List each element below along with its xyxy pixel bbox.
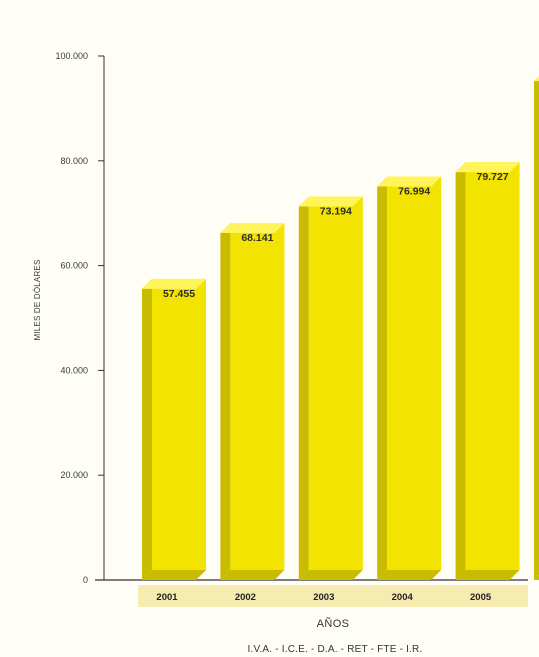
bar-bottom-face <box>455 570 520 580</box>
bar-bottom-face <box>142 570 206 580</box>
y-tick-label: 0 <box>83 575 88 585</box>
category-labels: 200120022003200420052006 <box>156 592 492 603</box>
bars <box>142 76 539 580</box>
bar-side-face <box>377 176 388 580</box>
bar-top-face <box>220 222 285 233</box>
bar-bottom-face <box>220 570 285 580</box>
bar-side-face <box>142 278 152 580</box>
bar-side-face <box>455 162 466 580</box>
y-tick-label: 60.000 <box>60 261 88 271</box>
bar-top-face <box>298 196 363 207</box>
bar-front-face <box>308 196 363 570</box>
category-label: 2002 <box>235 592 256 603</box>
bar-bottom-face <box>298 570 363 580</box>
bar-top-face <box>534 76 539 82</box>
bar-top-face <box>455 162 520 173</box>
y-ticks: 0 20.000 40.000 60.000 80.000 100.000 <box>55 51 104 585</box>
y-axis-label: MILES DE DÓLARES <box>33 259 42 340</box>
category-label: 2001 <box>156 592 178 603</box>
bar-top-face <box>142 278 206 289</box>
bar <box>220 222 285 580</box>
bar-value-label: 57.455 <box>163 288 195 300</box>
bar <box>455 162 520 580</box>
bar <box>377 176 442 580</box>
category-label: 2005 <box>470 592 492 603</box>
category-label: 2004 <box>392 592 414 603</box>
y-tick-label: 100.000 <box>55 51 88 61</box>
y-tick-label: 20.000 <box>60 470 88 480</box>
bar-value-label: 79.727 <box>477 171 509 183</box>
bar-bottom-face <box>534 575 539 580</box>
bar-side-face <box>220 222 231 580</box>
chart-footnote: I.V.A. - I.C.E. - D.A. - RET - FTE - I.R… <box>248 644 423 655</box>
bar-side-face <box>298 196 309 580</box>
bar-value-label: 76.994 <box>398 186 430 198</box>
y-tick-label: 40.000 <box>60 365 88 375</box>
y-tick-label: 80.000 <box>60 156 88 166</box>
x-axis-label: AÑOS <box>317 617 350 630</box>
bar-top-face <box>377 176 442 187</box>
category-band <box>138 585 528 607</box>
bar <box>142 278 206 580</box>
bar-front-face <box>152 278 206 570</box>
bar-front-face <box>465 162 520 570</box>
bar-front-face <box>230 222 285 570</box>
bar <box>298 196 363 580</box>
bar-value-label: 68.141 <box>241 232 273 244</box>
bar-side-face <box>534 76 539 580</box>
bar-bottom-face <box>377 570 442 580</box>
bar-value-label: 73.194 <box>320 205 352 217</box>
category-label: 2003 <box>313 592 334 603</box>
bar-front-face <box>387 176 442 570</box>
bar <box>534 76 539 580</box>
